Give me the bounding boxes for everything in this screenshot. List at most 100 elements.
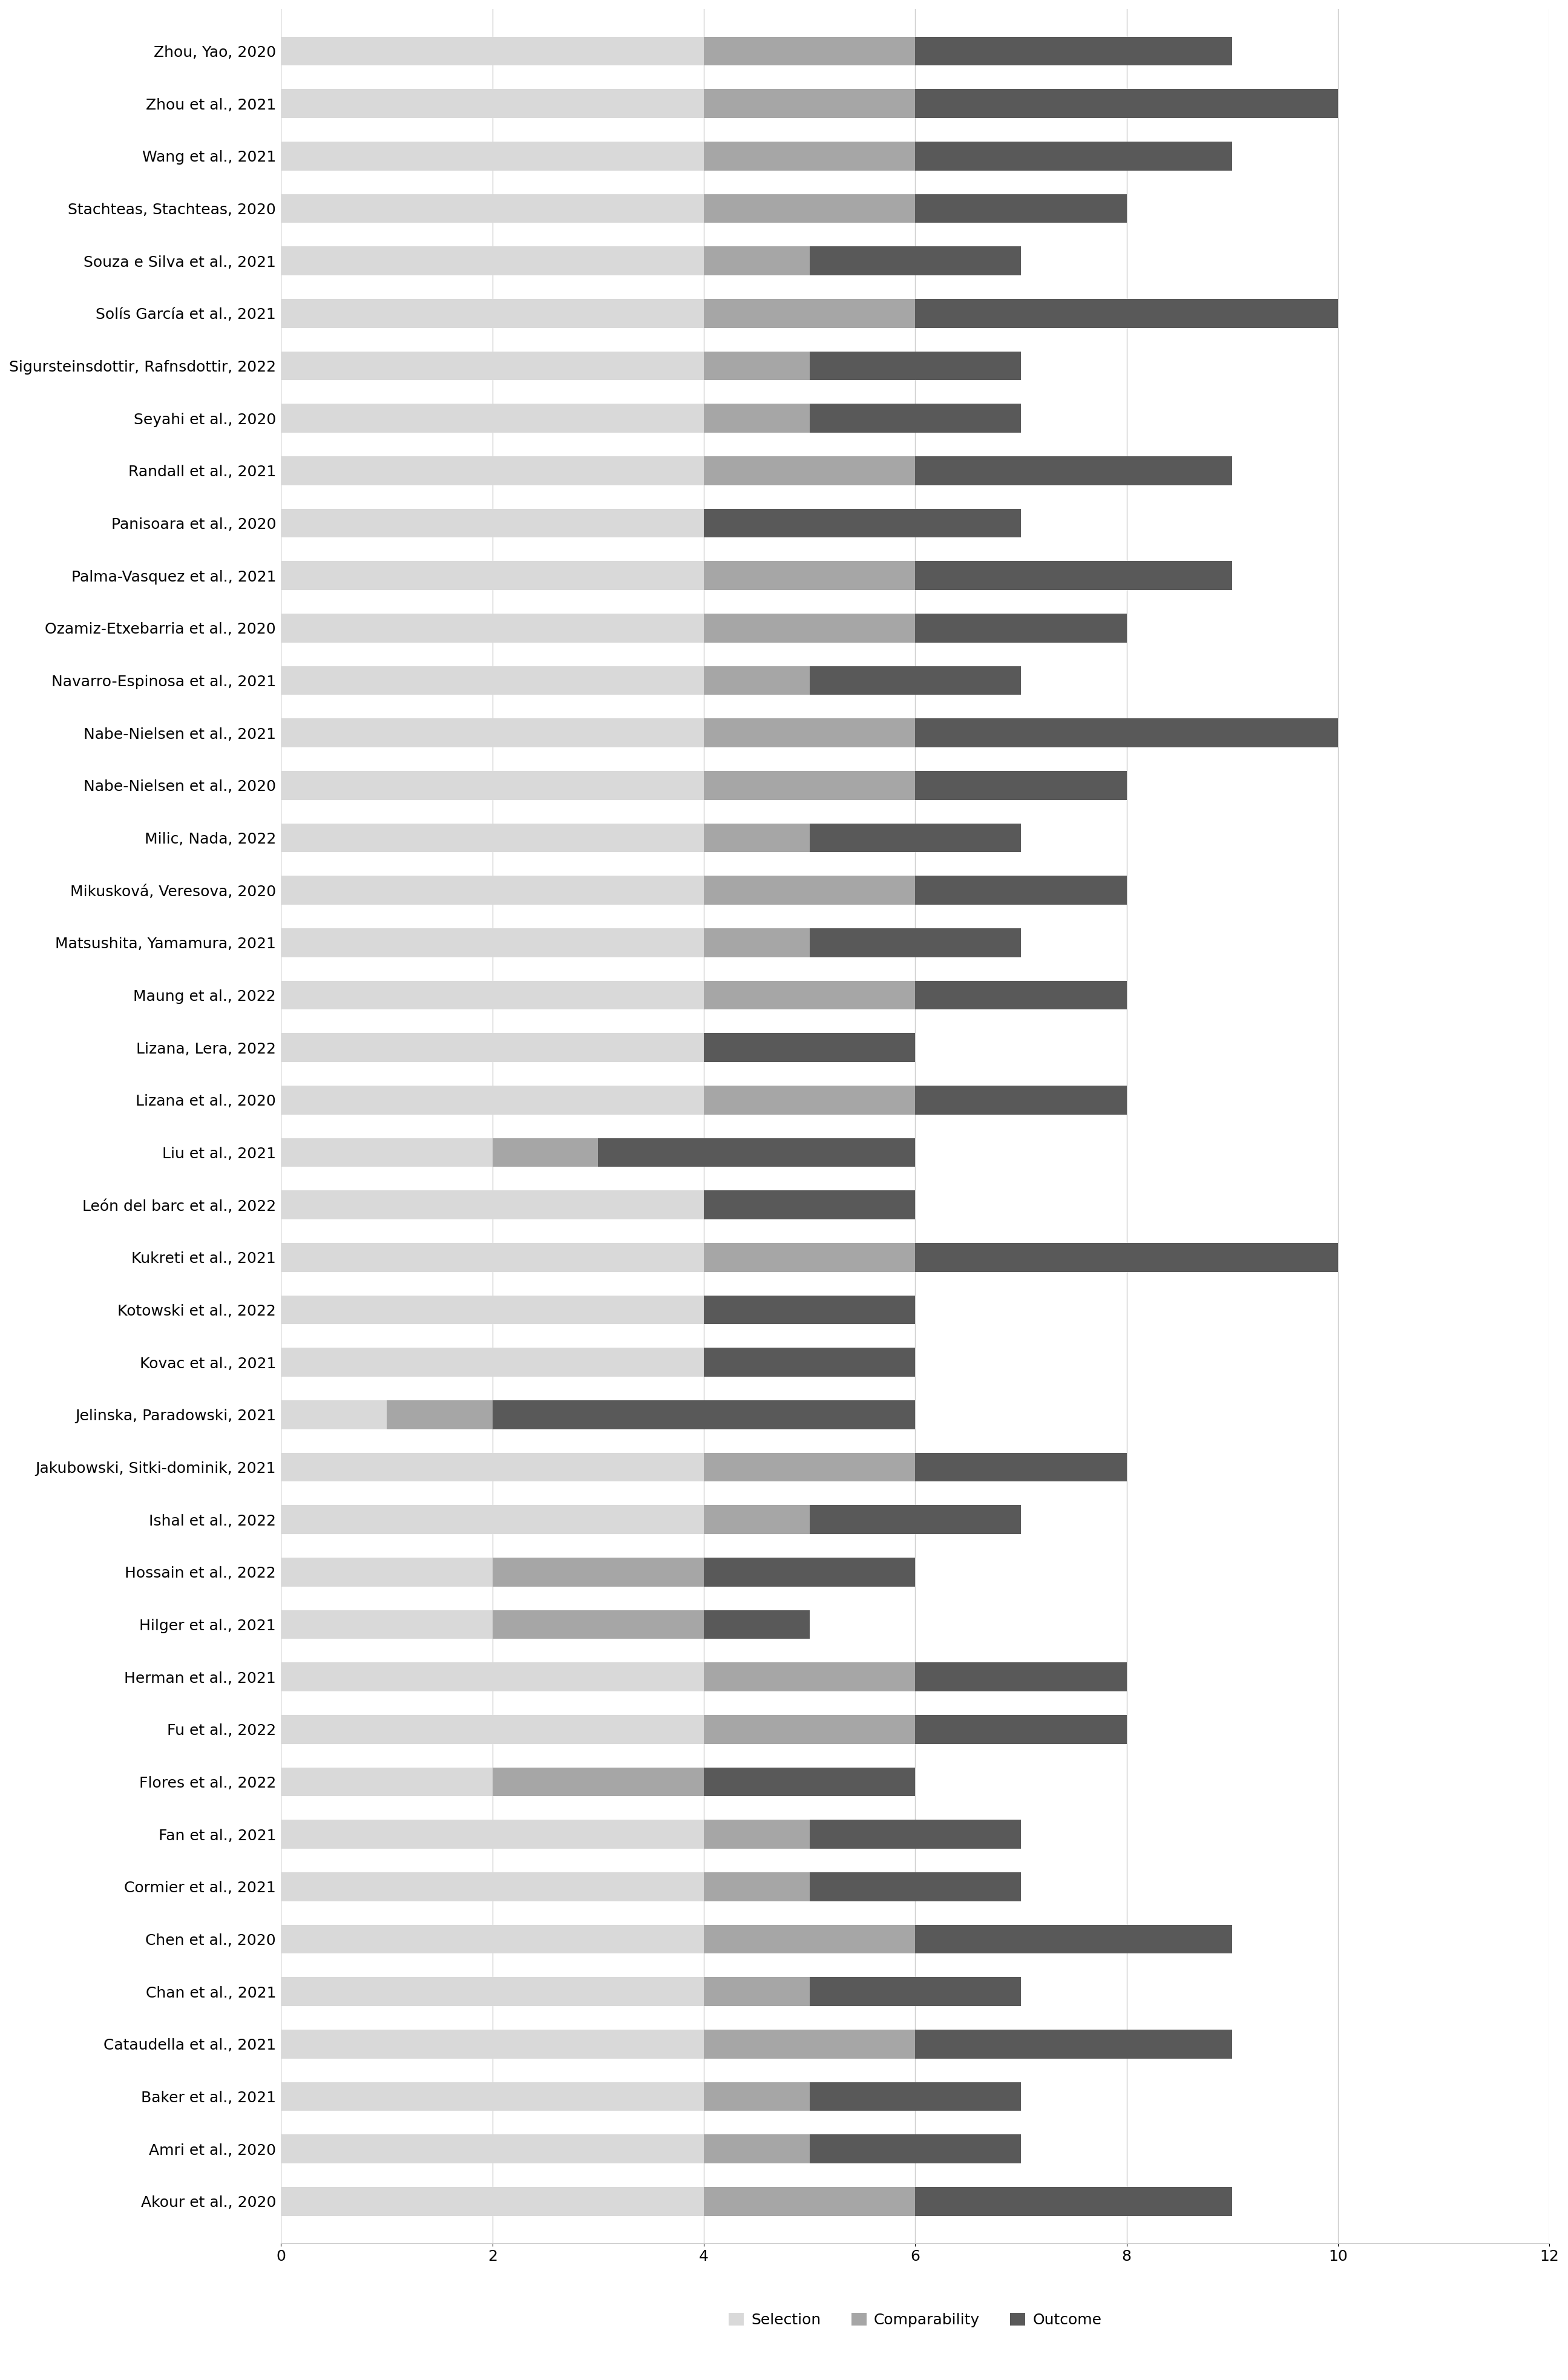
Bar — [704, 1347, 916, 1376]
Bar — [281, 1768, 492, 1797]
Bar — [916, 457, 1232, 486]
Bar — [704, 457, 916, 486]
Bar — [916, 140, 1232, 171]
Bar — [704, 928, 809, 957]
Bar — [704, 1664, 916, 1692]
Bar — [281, 140, 704, 171]
Bar — [704, 509, 1021, 538]
Bar — [809, 248, 1021, 276]
Bar — [281, 509, 704, 538]
Bar — [492, 1399, 916, 1428]
Bar — [704, 300, 916, 328]
Bar — [704, 719, 916, 747]
Bar — [916, 1664, 1126, 1692]
Bar — [704, 1190, 916, 1219]
Bar — [281, 352, 704, 381]
Bar — [704, 2187, 916, 2216]
Bar — [492, 1768, 704, 1797]
Bar — [281, 1295, 704, 1323]
Bar — [704, 1873, 809, 1902]
Bar — [916, 614, 1126, 643]
Bar — [704, 405, 809, 433]
Bar — [281, 405, 704, 433]
Bar — [809, 2082, 1021, 2111]
Bar — [809, 1821, 1021, 1849]
Bar — [704, 2030, 916, 2059]
Bar — [492, 1138, 597, 1166]
Bar — [704, 1085, 916, 1114]
Bar — [916, 719, 1338, 747]
Bar — [281, 928, 704, 957]
Bar — [704, 1716, 916, 1745]
Bar — [916, 771, 1126, 800]
Bar — [916, 1716, 1126, 1745]
Bar — [704, 1452, 916, 1480]
Legend: Selection, Comparability, Outcome: Selection, Comparability, Outcome — [723, 2306, 1109, 2332]
Bar — [281, 248, 704, 276]
Bar — [281, 981, 704, 1009]
Bar — [281, 876, 704, 904]
Bar — [597, 1138, 916, 1166]
Bar — [916, 300, 1338, 328]
Bar — [916, 1925, 1232, 1954]
Bar — [704, 352, 809, 381]
Bar — [704, 2082, 809, 2111]
Bar — [281, 823, 704, 852]
Bar — [704, 36, 916, 67]
Bar — [704, 614, 916, 643]
Bar — [281, 666, 704, 695]
Bar — [492, 1609, 704, 1640]
Bar — [281, 562, 704, 590]
Bar — [809, 928, 1021, 957]
Bar — [281, 1821, 704, 1849]
Bar — [704, 248, 809, 276]
Bar — [704, 981, 916, 1009]
Bar — [809, 352, 1021, 381]
Bar — [281, 1925, 704, 1954]
Bar — [809, 666, 1021, 695]
Bar — [281, 1557, 492, 1587]
Bar — [281, 88, 704, 119]
Bar — [492, 1557, 704, 1587]
Bar — [281, 771, 704, 800]
Bar — [916, 981, 1126, 1009]
Bar — [281, 1504, 704, 1535]
Bar — [916, 36, 1232, 67]
Bar — [916, 1085, 1126, 1114]
Bar — [916, 193, 1126, 224]
Bar — [704, 666, 809, 695]
Bar — [281, 1399, 387, 1428]
Bar — [704, 2135, 809, 2163]
Bar — [809, 1504, 1021, 1535]
Bar — [704, 1609, 809, 1640]
Bar — [281, 1138, 492, 1166]
Bar — [916, 562, 1232, 590]
Bar — [281, 1452, 704, 1480]
Bar — [704, 1295, 916, 1323]
Bar — [281, 1242, 704, 1271]
Bar — [704, 1504, 809, 1535]
Bar — [281, 2030, 704, 2059]
Bar — [281, 1873, 704, 1902]
Bar — [704, 1925, 916, 1954]
Bar — [809, 823, 1021, 852]
Bar — [704, 1821, 809, 1849]
Bar — [704, 1557, 916, 1587]
Bar — [704, 1033, 916, 1061]
Bar — [281, 1190, 704, 1219]
Bar — [281, 300, 704, 328]
Bar — [281, 193, 704, 224]
Bar — [281, 457, 704, 486]
Bar — [704, 1978, 809, 2006]
Bar — [281, 36, 704, 67]
Bar — [809, 405, 1021, 433]
Bar — [704, 88, 916, 119]
Bar — [916, 1452, 1126, 1480]
Bar — [704, 140, 916, 171]
Bar — [281, 2082, 704, 2111]
Bar — [916, 88, 1338, 119]
Bar — [809, 1873, 1021, 1902]
Bar — [281, 1978, 704, 2006]
Bar — [704, 193, 916, 224]
Bar — [704, 876, 916, 904]
